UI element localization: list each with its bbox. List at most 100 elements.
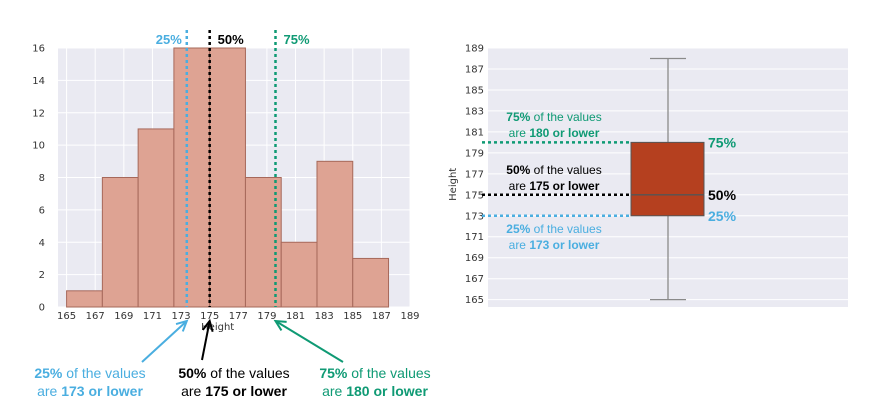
boxplot-y-axis-label: Height	[448, 168, 459, 201]
histogram-q1-arrow-shaft	[141, 321, 186, 363]
histogram-y-tick-label: 12	[32, 108, 45, 119]
histogram-median-annotation-line1-part-1: of the values	[206, 365, 289, 381]
histogram-y-tick-label: 8	[39, 173, 45, 184]
boxplot-q1-annotation-line1-part-1: of the values	[530, 222, 601, 236]
histogram-bar	[316, 160, 354, 308]
boxplot-chart: 165167169171173175177179181183185187189 …	[448, 44, 848, 307]
histogram-x-tick-label: 173	[172, 311, 191, 322]
boxplot-axes: 165 167 169 171 173 175 177 179 181 183 185 187 189	[465, 44, 484, 307]
boxplot-median-annotation-line2: are 175 or lower	[509, 179, 600, 193]
boxplot-marks	[630, 57, 705, 301]
histogram-q3-annotation-line2: are 180 or lower	[322, 383, 428, 399]
histogram-q1-annotation-line2: are 173 or lower	[37, 383, 143, 399]
boxplot-median-annotation-line2-part-1: 175 or lower	[529, 179, 599, 193]
boxplot-y-tick-label: 181	[465, 127, 484, 138]
boxplot-y-tick-label: 167	[465, 274, 484, 285]
boxplot-y-tick-label: 187	[465, 64, 484, 75]
boxplot-y-tick-label: 179	[465, 148, 484, 159]
histogram-bar	[137, 128, 175, 308]
boxplot-q3-annotation-line2-part-1: 180 or lower	[529, 126, 599, 140]
histogram-x-tick-label: 183	[315, 311, 334, 322]
histogram-annotations: 25% of the values are 173 or lower 50% of …	[34, 318, 431, 399]
boxplot-y-tick-label: 171	[465, 232, 484, 243]
histogram-q1-annotation-line2-part-1: 173 or lower	[61, 383, 143, 399]
histogram-y-tick-label: 10	[32, 141, 45, 152]
boxplot-q3-annotation-line1: 75% of the values	[506, 110, 601, 124]
histogram-x-tick-label: 185	[343, 311, 362, 322]
histogram-q3-arrow-shaft	[276, 321, 344, 363]
histogram-x-tick-label: 189	[400, 311, 419, 322]
boxplot-q1-annotation-line2-part-1: 173 or lower	[529, 238, 599, 252]
histogram-q3-annotation-line2-part-1: 180 or lower	[346, 383, 428, 399]
histogram-bar	[352, 257, 390, 308]
histogram-median-annotation-line1: 50% of the values	[178, 365, 289, 381]
histogram-x-tick-label: 171	[143, 311, 162, 322]
boxplot-q3-annotation-line2: are 180 or lower	[509, 126, 600, 140]
histogram-median-annotation-line1-part-0: 50%	[178, 365, 207, 381]
histogram-bar	[209, 47, 246, 308]
histogram-median-annotation-line2-part-1: 175 or lower	[205, 383, 287, 399]
histogram-y-tick-label: 2	[39, 270, 45, 281]
boxplot-y-tick-label: 173	[465, 211, 484, 222]
histogram-q1-annotation-line1: 25% of the values	[34, 365, 145, 381]
boxplot-q1-annotation-line1: 25% of the values	[506, 222, 601, 236]
histogram-bar	[280, 241, 318, 308]
histogram-x-tick-label: 169	[114, 311, 133, 322]
histogram-q1-annotation-line2-part-0: are	[37, 383, 61, 399]
histogram-x-axis-label: Height	[201, 322, 234, 333]
histogram-bar	[66, 290, 103, 308]
boxplot-median-label: 50%	[708, 187, 737, 203]
boxplot-y-tick-label: 189	[465, 44, 484, 55]
histogram-x-tick-label: 165	[57, 311, 76, 322]
histogram-y-tick-label: 0	[39, 303, 45, 314]
histogram-median-label: 50%	[218, 32, 244, 47]
histogram-bar	[101, 177, 139, 308]
boxplot-y-tick-label: 165	[465, 295, 484, 306]
boxplot-median-annotation-line1-part-1: of the values	[530, 163, 601, 177]
histogram-q3-arrow-head	[273, 319, 287, 331]
histogram-x-tick-label: 167	[86, 311, 105, 322]
boxplot-box	[630, 141, 705, 217]
histogram-median-arrow-head	[202, 318, 214, 333]
histogram-q1-annotation-line1-part-1: of the values	[62, 365, 145, 381]
boxplot-q3-annotation-line1-part-1: of the values	[530, 110, 601, 124]
histogram-q3-label: 75%	[283, 32, 309, 47]
histogram-bars	[66, 47, 390, 308]
histogram-axes: 165 167 169 171 173 175 177 179 181 183 185 187 189 0…	[32, 44, 419, 323]
boxplot-y-tick-label: 185	[465, 85, 484, 96]
boxplot-q1-annotation-line2-part-0: are	[509, 238, 530, 252]
histogram-x-tick-label: 175	[200, 311, 219, 322]
boxplot-y-tick-label: 183	[465, 106, 484, 117]
histogram-q3-annotation-line1: 75% of the values	[319, 365, 430, 381]
boxplot-y-tick-label: 177	[465, 169, 484, 180]
histogram-y-tick-label: 14	[32, 76, 45, 87]
boxplot-q3-annotation-line1-part-0: 75%	[506, 110, 530, 124]
boxplot-median-annotation-line1: 50% of the values	[506, 163, 601, 177]
histogram-q3-annotation-line1-part-1: of the values	[347, 365, 430, 381]
histogram-q1-label: 25%	[156, 32, 182, 47]
histogram-x-tick-label: 187	[372, 311, 391, 322]
boxplot-q1-annotation-line1-part-0: 25%	[506, 222, 530, 236]
histogram-bar	[173, 47, 211, 308]
histogram-y-tick-label: 4	[39, 238, 45, 249]
histogram-y-tick-label: 6	[39, 205, 45, 216]
boxplot-q1-annotation-line2: are 173 or lower	[509, 238, 600, 252]
boxplot-y-tick-label: 169	[465, 253, 484, 264]
boxplot-median-annotation-line2-part-0: are	[509, 179, 530, 193]
histogram-median-arrow-shaft	[201, 322, 211, 361]
histogram-q3-annotation-line2-part-0: are	[322, 383, 346, 399]
boxplot-y-tick-label: 175	[465, 190, 484, 201]
histogram-median-annotation-line2-part-0: are	[181, 383, 205, 399]
boxplot-median-annotation-line1-part-0: 50%	[506, 163, 530, 177]
histogram-x-tick-label: 179	[257, 311, 276, 322]
histogram-chart: 25% 50% 75% 165 167 169 171 173 175 177 179 181 183…	[32, 30, 431, 399]
histogram-median-annotation-line2: are 175 or lower	[181, 383, 287, 399]
histogram-q1-arrow-head	[175, 319, 189, 332]
boxplot-q3-label: 75%	[708, 134, 737, 150]
histogram-y-tick-label: 16	[32, 44, 45, 55]
boxplot-q1-label: 25%	[708, 208, 737, 224]
histogram-q3-annotation-line1-part-0: 75%	[319, 365, 348, 381]
histogram-quartile-lines: 25% 50% 75%	[156, 30, 310, 307]
